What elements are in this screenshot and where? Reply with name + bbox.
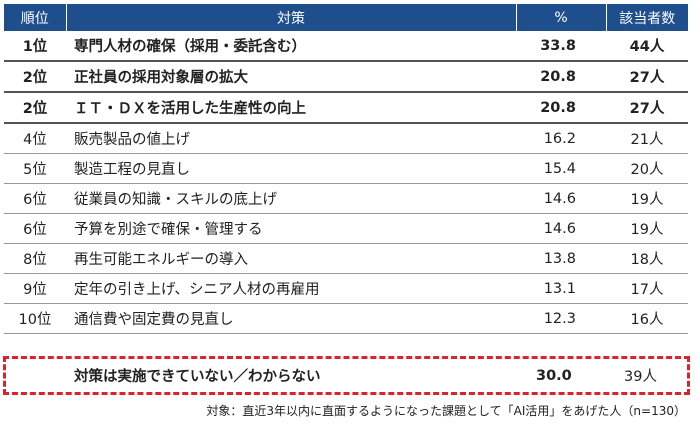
cell-count: 21人	[606, 123, 688, 154]
cell-pct: 12.3	[516, 303, 606, 334]
cell-measure: 正社員の採用対象層の拡大	[66, 61, 516, 93]
cell-measure: 再生可能エネルギーの導入	[66, 243, 516, 274]
cell-count: 27人	[606, 92, 688, 124]
header-pct: %	[515, 4, 606, 31]
no-measure-label: 対策は実施できていない／わからない	[74, 369, 321, 385]
cell-count: 44人	[606, 31, 688, 62]
cell-rank: 8位	[4, 243, 66, 274]
no-measure-row: 対策は実施できていない／わからない 30.0 39人	[3, 356, 690, 395]
table-row: 8位 再生可能エネルギーの導入 13.8 18人	[4, 243, 688, 274]
table-row: 6位 従業員の知識・スキルの底上げ 14.6 19人	[4, 183, 688, 214]
cell-measure: 予算を別途で確保・管理する	[66, 213, 516, 244]
table-row: 4位 販売製品の値上げ 16.2 21人	[4, 123, 688, 154]
header-measure: 対策	[65, 4, 516, 31]
cell-pct: 15.4	[516, 153, 606, 184]
table-row: 9位 定年の引き上げ、シニア人材の再雇用 13.1 17人	[4, 273, 688, 304]
no-measure-count: 39人	[624, 369, 657, 385]
cell-count: 20人	[606, 153, 688, 184]
cell-rank: 2位	[4, 92, 66, 124]
cell-measure: 従業員の知識・スキルの底上げ	[66, 183, 516, 214]
cell-rank: 5位	[4, 153, 66, 184]
table-row: 5位 製造工程の見直し 15.4 20人	[4, 153, 688, 184]
cell-count: 16人	[606, 303, 688, 334]
footnote: 対象：直近3年以内に直面するようになった課題として「AI活用」をあげた人（n=1…	[206, 404, 686, 418]
cell-pct: 20.8	[516, 92, 606, 124]
cell-rank: 9位	[4, 273, 66, 304]
cell-pct: 16.2	[516, 123, 606, 154]
cell-measure: ＩＴ・ＤＸを活用した生産性の向上	[66, 92, 516, 124]
table-row: 2位 ＩＴ・ＤＸを活用した生産性の向上 20.8 27人	[4, 92, 688, 124]
cell-count: 27人	[606, 61, 688, 93]
cell-rank: 6位	[4, 183, 66, 214]
table-row: 1位 専門人材の確保（採用・委託含む） 33.8 44人	[4, 31, 688, 62]
cell-pct: 33.8	[516, 31, 606, 62]
table-header: 順位 対策 % 該当者数	[4, 4, 688, 31]
cell-rank: 6位	[4, 213, 66, 244]
cell-count: 17人	[606, 273, 688, 304]
cell-pct: 13.1	[516, 273, 606, 304]
table-row: 2位 正社員の採用対象層の拡大 20.8 27人	[4, 61, 688, 93]
cell-rank: 2位	[4, 61, 66, 93]
cell-measure: 販売製品の値上げ	[66, 123, 516, 154]
header-count: 該当者数	[605, 4, 688, 31]
cell-measure: 定年の引き上げ、シニア人材の再雇用	[66, 273, 516, 304]
cell-measure: 製造工程の見直し	[66, 153, 516, 184]
cell-pct: 14.6	[516, 183, 606, 214]
cell-rank: 4位	[4, 123, 66, 154]
cell-count: 19人	[606, 213, 688, 244]
no-measure-pct: 30.0	[536, 367, 572, 384]
cell-pct: 14.6	[516, 213, 606, 244]
cell-rank: 10位	[4, 303, 66, 334]
cell-count: 19人	[606, 183, 688, 214]
cell-measure: 専門人材の確保（採用・委託含む）	[66, 31, 516, 62]
table-row: 6位 予算を別途で確保・管理する 14.6 19人	[4, 213, 688, 244]
cell-pct: 13.8	[516, 243, 606, 274]
measures-table: 順位 対策 % 該当者数 1位 専門人材の確保（採用・委託含む） 33.8 44人 2位…	[4, 4, 688, 334]
cell-pct: 20.8	[516, 61, 606, 93]
header-rank: 順位	[4, 4, 66, 31]
cell-rank: 1位	[4, 31, 66, 62]
table-row: 10位 通信費や固定費の見直し 12.3 16人	[4, 303, 688, 334]
cell-count: 18人	[606, 243, 688, 274]
cell-measure: 通信費や固定費の見直し	[66, 303, 516, 334]
